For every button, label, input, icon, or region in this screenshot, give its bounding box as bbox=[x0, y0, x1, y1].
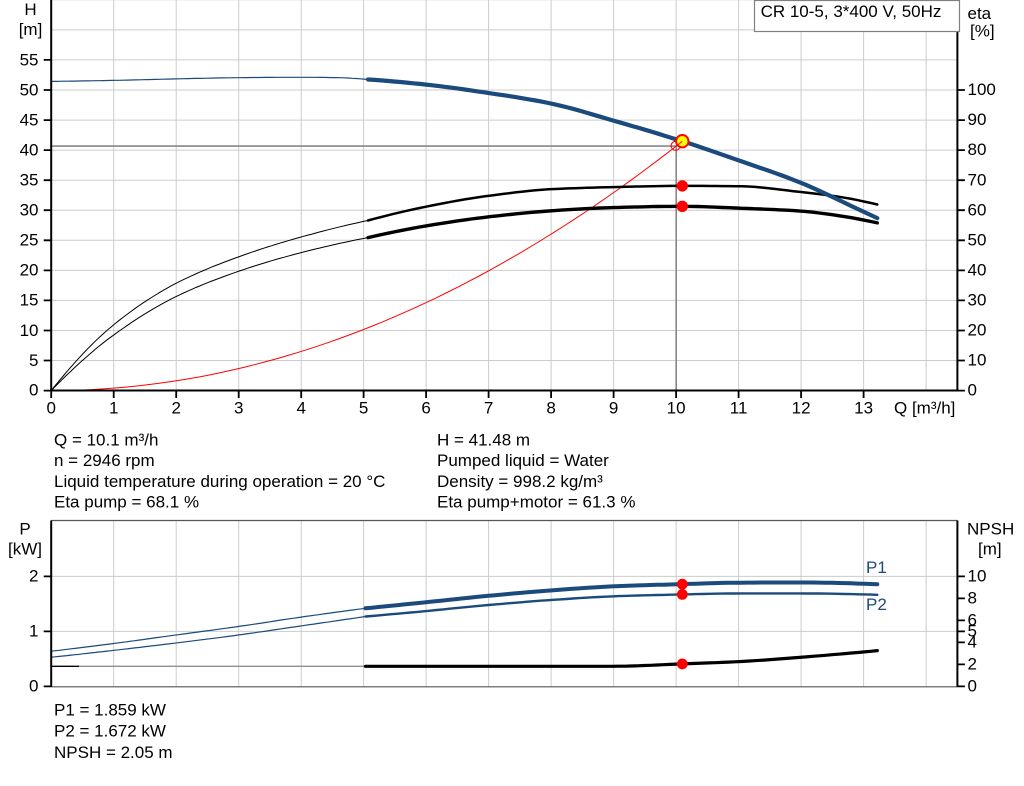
svg-text:P1 = 1.859 kW: P1 = 1.859 kW bbox=[54, 700, 166, 719]
svg-text:CR 10-5, 3*400 V, 50Hz: CR 10-5, 3*400 V, 50Hz bbox=[761, 2, 942, 21]
svg-text:50: 50 bbox=[20, 80, 39, 99]
svg-text:0: 0 bbox=[968, 381, 977, 400]
svg-text:[m]: [m] bbox=[978, 540, 1002, 559]
svg-text:Liquid temperature during oper: Liquid temperature during operation = 20… bbox=[54, 472, 385, 491]
svg-text:[%]: [%] bbox=[970, 22, 995, 41]
svg-text:1: 1 bbox=[29, 622, 38, 641]
svg-text:45: 45 bbox=[20, 111, 39, 130]
svg-text:P1: P1 bbox=[866, 558, 887, 577]
svg-text:10: 10 bbox=[968, 567, 987, 586]
svg-text:Density = 998.2 kg/m³: Density = 998.2 kg/m³ bbox=[437, 472, 603, 491]
svg-text:P2: P2 bbox=[866, 595, 887, 614]
svg-text:70: 70 bbox=[968, 170, 987, 189]
svg-text:0: 0 bbox=[29, 677, 38, 696]
svg-text:2: 2 bbox=[29, 567, 38, 586]
svg-text:40: 40 bbox=[968, 261, 987, 280]
svg-text:7: 7 bbox=[484, 399, 493, 418]
svg-text:Eta pump = 68.1 %: Eta pump = 68.1 % bbox=[54, 493, 199, 512]
svg-text:2: 2 bbox=[171, 399, 180, 418]
svg-text:30: 30 bbox=[968, 291, 987, 310]
svg-text:10: 10 bbox=[968, 351, 987, 370]
svg-text:3: 3 bbox=[234, 399, 243, 418]
svg-text:13: 13 bbox=[854, 399, 873, 418]
svg-text:100: 100 bbox=[968, 80, 996, 99]
svg-text:NPSH: NPSH bbox=[967, 520, 1014, 539]
svg-text:Q = 10.1 m³/h: Q = 10.1 m³/h bbox=[54, 430, 158, 449]
svg-text:Q [m³/h]: Q [m³/h] bbox=[894, 399, 955, 418]
svg-text:P2 = 1.672 kW: P2 = 1.672 kW bbox=[54, 722, 166, 741]
svg-text:0: 0 bbox=[29, 381, 38, 400]
svg-text:10: 10 bbox=[20, 321, 39, 340]
svg-text:10: 10 bbox=[667, 399, 686, 418]
svg-text:H = 41.48 m: H = 41.48 m bbox=[437, 430, 530, 449]
svg-text:5: 5 bbox=[359, 399, 368, 418]
svg-text:8: 8 bbox=[546, 399, 555, 418]
svg-text:80: 80 bbox=[968, 140, 987, 159]
svg-text:eta: eta bbox=[968, 4, 992, 23]
svg-text:[m]: [m] bbox=[19, 20, 43, 39]
svg-text:0: 0 bbox=[968, 677, 977, 696]
svg-text:30: 30 bbox=[20, 201, 39, 220]
svg-text:12: 12 bbox=[792, 399, 811, 418]
svg-text:8: 8 bbox=[968, 589, 977, 608]
svg-text:2: 2 bbox=[968, 655, 977, 674]
svg-text:Eta pump+motor = 61.3 %: Eta pump+motor = 61.3 % bbox=[437, 493, 635, 512]
svg-text:H: H bbox=[24, 0, 36, 19]
svg-text:25: 25 bbox=[20, 231, 39, 250]
svg-text:5: 5 bbox=[29, 351, 38, 370]
svg-text:6: 6 bbox=[968, 611, 977, 630]
svg-text:5: 5 bbox=[968, 622, 977, 641]
svg-text:0: 0 bbox=[46, 399, 55, 418]
svg-text:50: 50 bbox=[968, 230, 987, 249]
svg-text:9: 9 bbox=[609, 399, 618, 418]
svg-text:P: P bbox=[19, 520, 30, 539]
svg-text:4: 4 bbox=[968, 633, 977, 652]
svg-text:15: 15 bbox=[20, 291, 39, 310]
svg-text:60: 60 bbox=[968, 200, 987, 219]
svg-text:35: 35 bbox=[20, 171, 39, 190]
svg-text:55: 55 bbox=[20, 50, 39, 69]
svg-text:20: 20 bbox=[20, 261, 39, 280]
svg-text:20: 20 bbox=[968, 321, 987, 340]
svg-text:90: 90 bbox=[968, 110, 987, 129]
svg-text:NPSH = 2.05 m: NPSH = 2.05 m bbox=[54, 743, 173, 762]
svg-text:Pumped liquid = Water: Pumped liquid = Water bbox=[437, 451, 609, 470]
svg-text:4: 4 bbox=[296, 399, 305, 418]
svg-text:11: 11 bbox=[730, 399, 748, 418]
svg-text:1: 1 bbox=[109, 399, 118, 418]
svg-text:40: 40 bbox=[20, 141, 39, 160]
svg-text:[kW]: [kW] bbox=[8, 540, 42, 559]
svg-text:n = 2946 rpm: n = 2946 rpm bbox=[54, 451, 155, 470]
svg-text:6: 6 bbox=[421, 399, 430, 418]
